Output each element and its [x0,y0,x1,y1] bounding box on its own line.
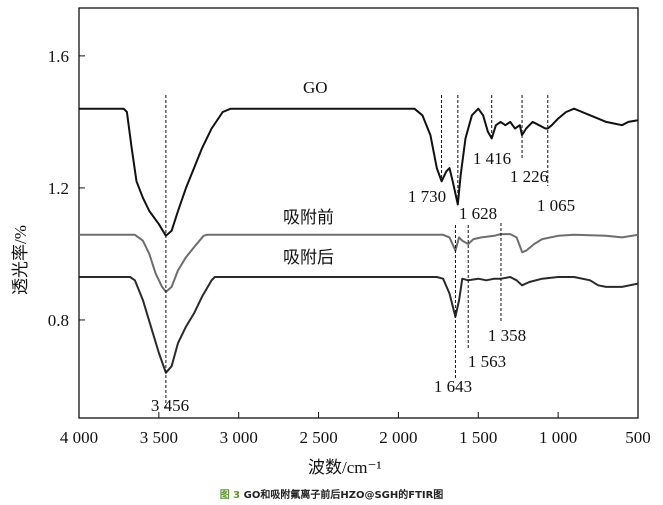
plot-frame [78,7,639,419]
caption-text: GO和吸附氟离子前后HZO@SGH的FTIR图 [243,490,444,501]
y-tick-label: 1.2 [48,179,69,198]
peak-label: 1 628 [459,204,497,223]
x-tick-label: 3 500 [140,428,178,447]
x-tick-label: 500 [625,428,651,447]
x-tick-label: 3 000 [220,428,258,447]
x-tick-label: 4 000 [60,428,98,447]
x-tick-label: 1 000 [539,428,577,447]
series-line-0 [79,107,639,237]
peak-label: 1 065 [537,196,575,215]
x-axis-label: 波数/cm⁻¹ [308,458,382,477]
series-line-2 [79,276,639,374]
figure-number: 图 3 [219,490,241,501]
peak-label: 1 563 [468,352,506,371]
series-label-before: 吸附前 [283,208,334,227]
y-axis-label: 透光率/% [11,225,30,295]
series-line-1 [79,233,639,293]
figure-caption: 图 3 GO和吸附氟离子前后HZO@SGH的FTIR图 [0,486,663,501]
peak-label: 1 416 [473,149,511,168]
x-tick-label: 2 000 [379,428,417,447]
series-label-after: 吸附后 [283,248,334,267]
peak-label: 1 226 [510,167,548,186]
peak-label: 1 358 [488,326,526,345]
peak-label: 1 730 [408,187,446,206]
ftir-chart: 4 000 3 500 3 000 2 500 2 000 1 500 1 000 500 0.… [11,7,651,477]
peak-label: 3 456 [151,396,189,415]
series-label-go: GO [303,78,328,97]
x-tick-label: 2 500 [299,428,337,447]
y-tick-label: 1.6 [48,47,69,66]
x-tick-label: 1 500 [459,428,497,447]
peak-label: 1 643 [434,377,472,396]
y-tick-label: 0.8 [48,311,69,330]
